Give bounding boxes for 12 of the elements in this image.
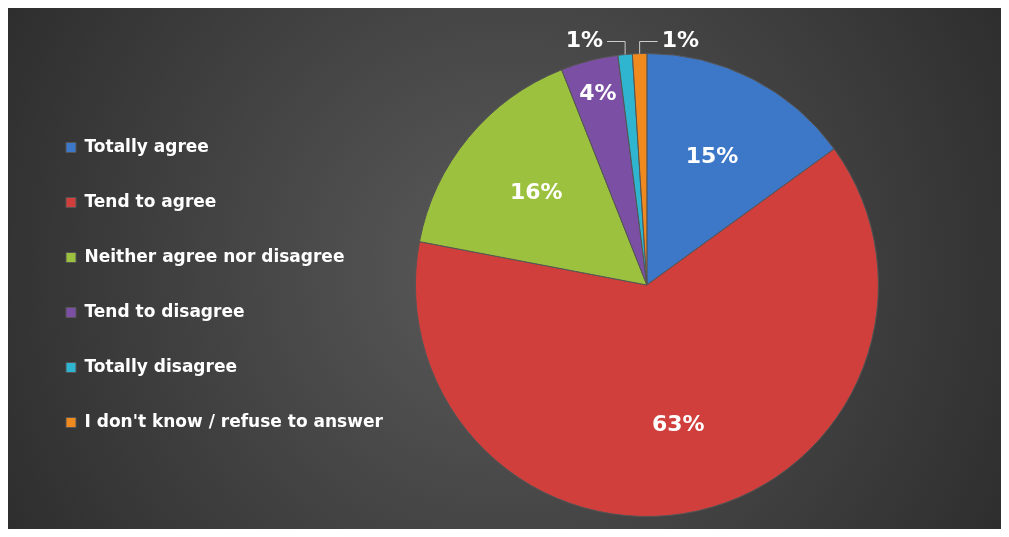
data-label: 1%	[661, 27, 699, 53]
data-label: 4%	[579, 80, 617, 106]
legend-label: Neither agree nor disagree	[84, 245, 345, 266]
legend-label: I don't know / refuse to answer	[84, 410, 384, 431]
legend-label: Totally agree	[84, 135, 209, 156]
data-label: 63%	[651, 410, 705, 436]
legend-label: Totally disagree	[84, 355, 237, 376]
legend-label: Tend to agree	[84, 190, 217, 211]
data-label: 15%	[685, 142, 739, 168]
data-label: 1%	[565, 27, 604, 53]
data-label: 16%	[509, 179, 563, 205]
legend-label: Tend to disagree	[84, 300, 245, 321]
